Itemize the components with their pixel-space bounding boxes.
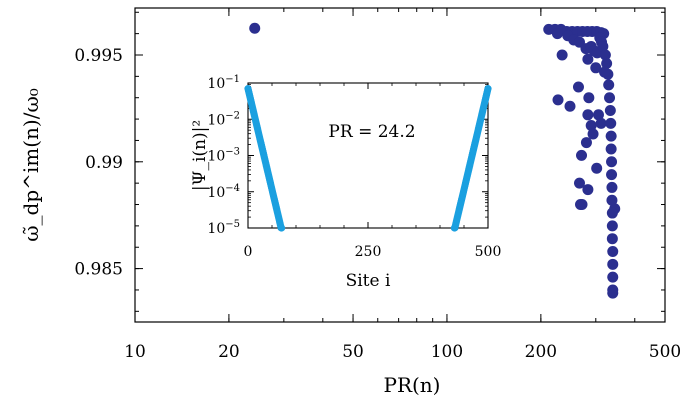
data-point xyxy=(587,128,599,140)
y-axis-label: ω̃_dp^im(n)/ω₀ xyxy=(19,88,43,242)
data-point xyxy=(601,58,613,70)
inset-y-axis-label: |Ψ_i(n)|² xyxy=(190,120,210,191)
data-point xyxy=(583,92,595,104)
data-point xyxy=(605,117,617,129)
data-point xyxy=(606,156,618,168)
x-tick-label: 100 xyxy=(431,342,463,362)
data-point xyxy=(605,143,617,155)
data-point xyxy=(607,287,619,299)
data-point xyxy=(607,271,619,283)
data-point xyxy=(607,246,619,258)
x-tick-label: 200 xyxy=(525,342,557,362)
data-point xyxy=(573,177,585,189)
data-point xyxy=(606,169,618,181)
data-point xyxy=(606,181,618,193)
data-point xyxy=(604,92,616,104)
data-point xyxy=(551,28,563,40)
data-point xyxy=(606,207,618,219)
data-point xyxy=(599,49,611,61)
data-point xyxy=(576,149,588,161)
data-point xyxy=(582,109,594,121)
data-point xyxy=(597,40,609,52)
data-point xyxy=(604,105,616,117)
data-point xyxy=(582,53,594,65)
data-point xyxy=(582,184,594,196)
data-point xyxy=(552,94,564,106)
data-point xyxy=(590,62,602,74)
data-point xyxy=(580,137,592,149)
data-point xyxy=(606,194,618,206)
data-point xyxy=(606,233,618,245)
main-plot: 10 20 50 100 200 500 0.985 0.99 0.995 PR(n) ω̃_dp^… xyxy=(19,7,680,397)
inset-annotation: PR = 24.2 xyxy=(328,122,415,142)
data-point xyxy=(607,258,619,270)
data-point xyxy=(591,162,603,174)
data-point xyxy=(572,81,584,93)
data-point xyxy=(603,79,615,91)
data-point xyxy=(556,49,568,61)
inset-x-tick-label: 500 xyxy=(475,244,502,260)
data-point xyxy=(599,66,611,78)
inset-x-tick-label: 0 xyxy=(244,244,253,260)
data-point xyxy=(576,199,588,211)
data-point xyxy=(605,130,617,142)
data-point xyxy=(606,220,618,232)
inset-data-point xyxy=(278,224,286,232)
inset-x-tick-label: 250 xyxy=(355,244,382,260)
x-axis-label: PR(n) xyxy=(383,373,440,397)
y-tick-label: 0.995 xyxy=(74,46,123,66)
data-point xyxy=(564,100,576,112)
x-tick-label: 10 xyxy=(124,342,146,362)
main-plot-frame xyxy=(134,7,666,323)
data-point xyxy=(249,22,261,34)
data-point xyxy=(585,119,597,131)
data-point xyxy=(592,109,604,121)
x-tick-label: 50 xyxy=(342,342,364,362)
x-tick-label: 20 xyxy=(218,342,240,362)
inset-background xyxy=(190,65,505,295)
x-tick-label: 500 xyxy=(649,342,680,362)
y-tick-label: 0.99 xyxy=(85,153,123,173)
inset-data-point xyxy=(450,224,458,232)
data-point xyxy=(595,117,607,129)
y-tick-label: 0.985 xyxy=(74,260,123,280)
inset-x-axis-label: Site i xyxy=(346,271,391,291)
